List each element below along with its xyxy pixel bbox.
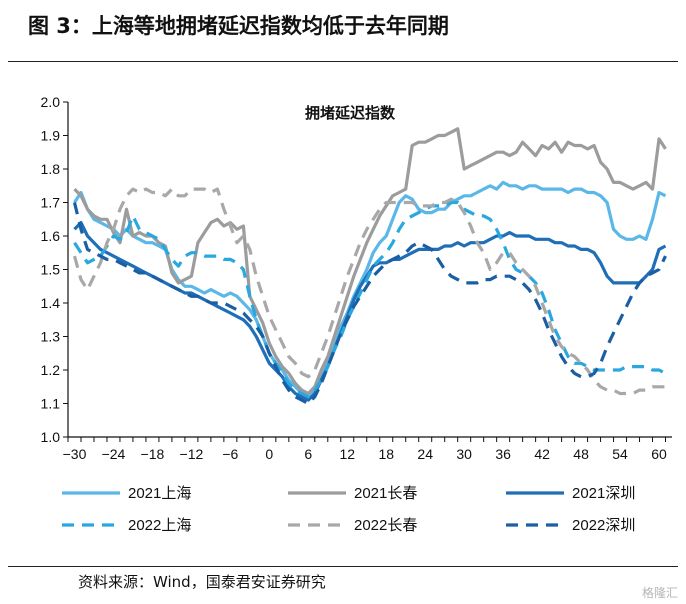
series-line-2022深圳: [72, 202, 667, 406]
y-tick-label: 1.8: [41, 161, 61, 177]
x-tick-label: −24: [102, 446, 126, 462]
legend-label: 2021深圳: [572, 485, 635, 502]
y-tick-label: 1.3: [41, 329, 61, 345]
legend-label: 2021上海: [128, 485, 191, 502]
series-group: [72, 127, 667, 406]
y-tick-label: 1.5: [41, 262, 61, 278]
source-note: 资料来源：Wind，国泰君安证券研究: [78, 573, 326, 591]
x-tick-label: −18: [141, 446, 165, 462]
x-tick-label: 12: [339, 446, 355, 462]
x-tick-label: −30: [63, 446, 87, 462]
y-tick-label: 1.0: [41, 429, 61, 445]
axes: 1.01.11.21.31.41.51.61.71.81.92.0−30 −24−…: [41, 94, 672, 462]
y-tick-label: 1.4: [41, 295, 61, 311]
legend-label: 2022深圳: [572, 517, 635, 534]
legend-label: 2021长春: [354, 485, 417, 502]
x-tick-label: 60: [651, 446, 667, 462]
chart: 1.01.11.21.31.41.51.61.71.81.92.0−30 −24−…: [41, 94, 672, 534]
legend-label: 2022长春: [354, 517, 417, 534]
x-tick-label: 36: [495, 446, 511, 462]
x-tick-label: 24: [417, 446, 433, 462]
x-tick-label: −12: [180, 446, 204, 462]
figure-title: 图 3：上海等地拥堵延迟指数均低于去年同期: [28, 14, 449, 38]
bottom-rule: [8, 566, 678, 567]
legend: 2021上海 2021长春 2021深圳 2022上海 2022长春 2022深圳: [62, 485, 635, 534]
y-tick-label: 1.2: [41, 362, 61, 378]
legend-label: 2022上海: [128, 517, 191, 534]
watermark-logo: 格隆汇: [641, 586, 678, 600]
x-tick-label: −6: [222, 446, 238, 462]
top-rule: [8, 61, 678, 62]
series-line-2021长春: [73, 127, 667, 396]
chart-title: 拥堵延迟指数: [305, 104, 396, 122]
x-tick-label: 48: [573, 446, 589, 462]
x-tick-label: 6: [304, 446, 312, 462]
y-tick-label: 2.0: [41, 94, 61, 110]
x-tick-label: 0: [265, 446, 273, 462]
x-tick-label: 54: [612, 446, 628, 462]
y-tick-label: 1.7: [41, 195, 61, 211]
y-tick-label: 1.9: [41, 128, 61, 144]
x-tick-label: 30: [456, 446, 472, 462]
x-tick-label: 18: [378, 446, 394, 462]
series-line-2022上海: [73, 200, 667, 399]
x-tick-label: 42: [534, 446, 550, 462]
y-tick-label: 1.1: [41, 396, 61, 412]
y-tick-label: 1.6: [41, 228, 61, 244]
